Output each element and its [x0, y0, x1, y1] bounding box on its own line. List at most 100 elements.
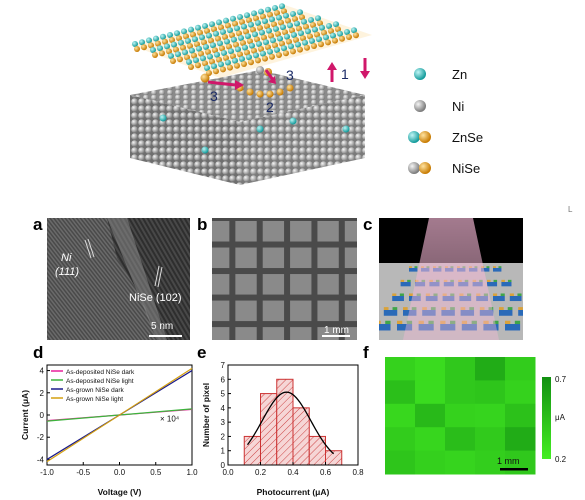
heatmap-cell	[445, 357, 476, 381]
heatmap-cell	[415, 427, 446, 452]
heatmap-cell	[415, 450, 446, 475]
znse-pair-icon	[408, 131, 431, 143]
step-label: 2	[266, 99, 274, 115]
tick-label: 0.0	[222, 468, 234, 477]
array-pad	[212, 300, 230, 322]
tem-image: Ni (111) NiSe (102) 5 nm	[47, 218, 190, 340]
colorbar-min-label: 0.2	[555, 455, 567, 464]
znse-layer	[130, 3, 372, 78]
heatmap-cell	[475, 357, 506, 381]
legend-label: As-deposited NiSe light	[66, 378, 134, 385]
device-cell	[499, 310, 513, 316]
histogram-bar	[243, 435, 261, 466]
panel-letter-e: e	[197, 343, 207, 362]
tick-label: -1.0	[40, 468, 54, 477]
heatmap-cell	[445, 380, 476, 405]
panel-letter-b: b	[197, 215, 208, 234]
array-pad	[290, 300, 312, 322]
x-axis-label: Photocurrent (μA)	[257, 487, 330, 497]
legend-label: As-deposited NiSe dark	[66, 369, 135, 376]
device-cell	[493, 268, 502, 272]
histogram-bar	[292, 407, 310, 466]
heatmap-cell	[385, 403, 416, 428]
heatmap-cell	[475, 380, 506, 405]
heatmap-cell	[385, 450, 416, 475]
device-cell	[392, 296, 404, 302]
array-pad	[235, 221, 257, 242]
heatmap-cell	[385, 380, 416, 405]
array-pad	[235, 327, 257, 340]
heatmap-cell	[385, 357, 416, 381]
histogram-chart: 0.0 0.2 0.4 0.6 0.8 0 1 2 3 4 5 6 7 Photocurrent (μA)…	[201, 361, 364, 497]
substrate-front-right	[240, 95, 365, 185]
array-pad	[290, 247, 312, 269]
process-arrows	[207, 58, 370, 90]
array-pad	[290, 327, 312, 340]
y-axis-label: Number of pixel	[201, 383, 211, 447]
tick-label: 4	[221, 404, 226, 413]
tick-label: 4	[40, 367, 45, 376]
ni-atom-icon	[414, 100, 426, 112]
nise-pair-icon	[408, 162, 431, 174]
heatmap-cell	[475, 427, 506, 452]
array-image: 1 mm	[212, 218, 357, 340]
heatmap-cell	[445, 450, 476, 475]
array-pad	[344, 247, 357, 269]
tick-label: 5	[221, 390, 226, 399]
array-pad	[262, 300, 285, 322]
array-pad	[212, 221, 230, 242]
heatmap-cell	[505, 380, 536, 405]
tick-label: 0.0	[114, 468, 126, 477]
device-cell	[379, 324, 391, 331]
heatmap-cell	[385, 427, 416, 452]
heatmap-cell	[505, 357, 536, 381]
colorbar-unit-label: μA	[555, 413, 566, 422]
tem-label-nise: NiSe (102)	[129, 292, 182, 304]
device-cell	[501, 282, 512, 287]
array-pad	[290, 274, 312, 295]
tick-label: -2	[37, 433, 45, 442]
heatmap-cell	[475, 450, 506, 475]
device-cell	[397, 324, 413, 331]
tick-label: 7	[221, 361, 226, 370]
fit-curve	[246, 391, 335, 455]
legend-znse: ZnSe	[452, 130, 484, 145]
device-cell	[505, 324, 521, 331]
panel-letter-f: f	[363, 343, 369, 362]
array-pad	[317, 221, 339, 242]
array-pad	[262, 274, 285, 295]
series-line	[46, 367, 193, 463]
array-pad	[344, 221, 357, 242]
histogram-bar	[260, 393, 278, 466]
panel-letter-d: d	[33, 343, 44, 362]
device-cell	[383, 310, 398, 316]
heatmap-cell	[445, 427, 476, 452]
substrate-top	[130, 70, 365, 122]
panel-letter-a: a	[33, 215, 43, 234]
array-pad	[212, 274, 230, 295]
array-pad	[317, 274, 339, 295]
scale-label: 5 nm	[151, 321, 174, 332]
heatmap-cell	[415, 403, 446, 428]
scale-bar	[322, 335, 350, 337]
legend-label: As-grown NiSe dark	[66, 387, 125, 394]
y-axis-label: Current (μA)	[20, 390, 30, 440]
tick-label: 0	[40, 411, 45, 420]
iv-chart: -1.0 -0.5 0.0 0.5 1.0 -4 -2 0 2 4 Voltage (V) Curre…	[20, 364, 198, 497]
tick-label: 0.8	[352, 468, 364, 477]
array-pad	[262, 247, 285, 269]
array-pad	[262, 327, 285, 340]
photocurrent-map: 1 mm 0.7 0.2 μA	[385, 357, 567, 475]
corner-mark: L	[568, 205, 573, 214]
tem-label-ni-plane: (111)	[55, 266, 80, 278]
tick-label: 6	[221, 375, 226, 384]
tick-label: 0.6	[320, 468, 332, 477]
device-cell	[493, 296, 505, 302]
array-pad	[235, 274, 257, 295]
tick-label: 1.0	[186, 468, 198, 477]
heatmap-cell	[415, 380, 446, 405]
device-cell	[487, 282, 498, 287]
legend-label: As-grown NiSe light	[66, 396, 123, 403]
heatmap-cell	[415, 357, 446, 381]
heatmap-cell	[445, 403, 476, 428]
